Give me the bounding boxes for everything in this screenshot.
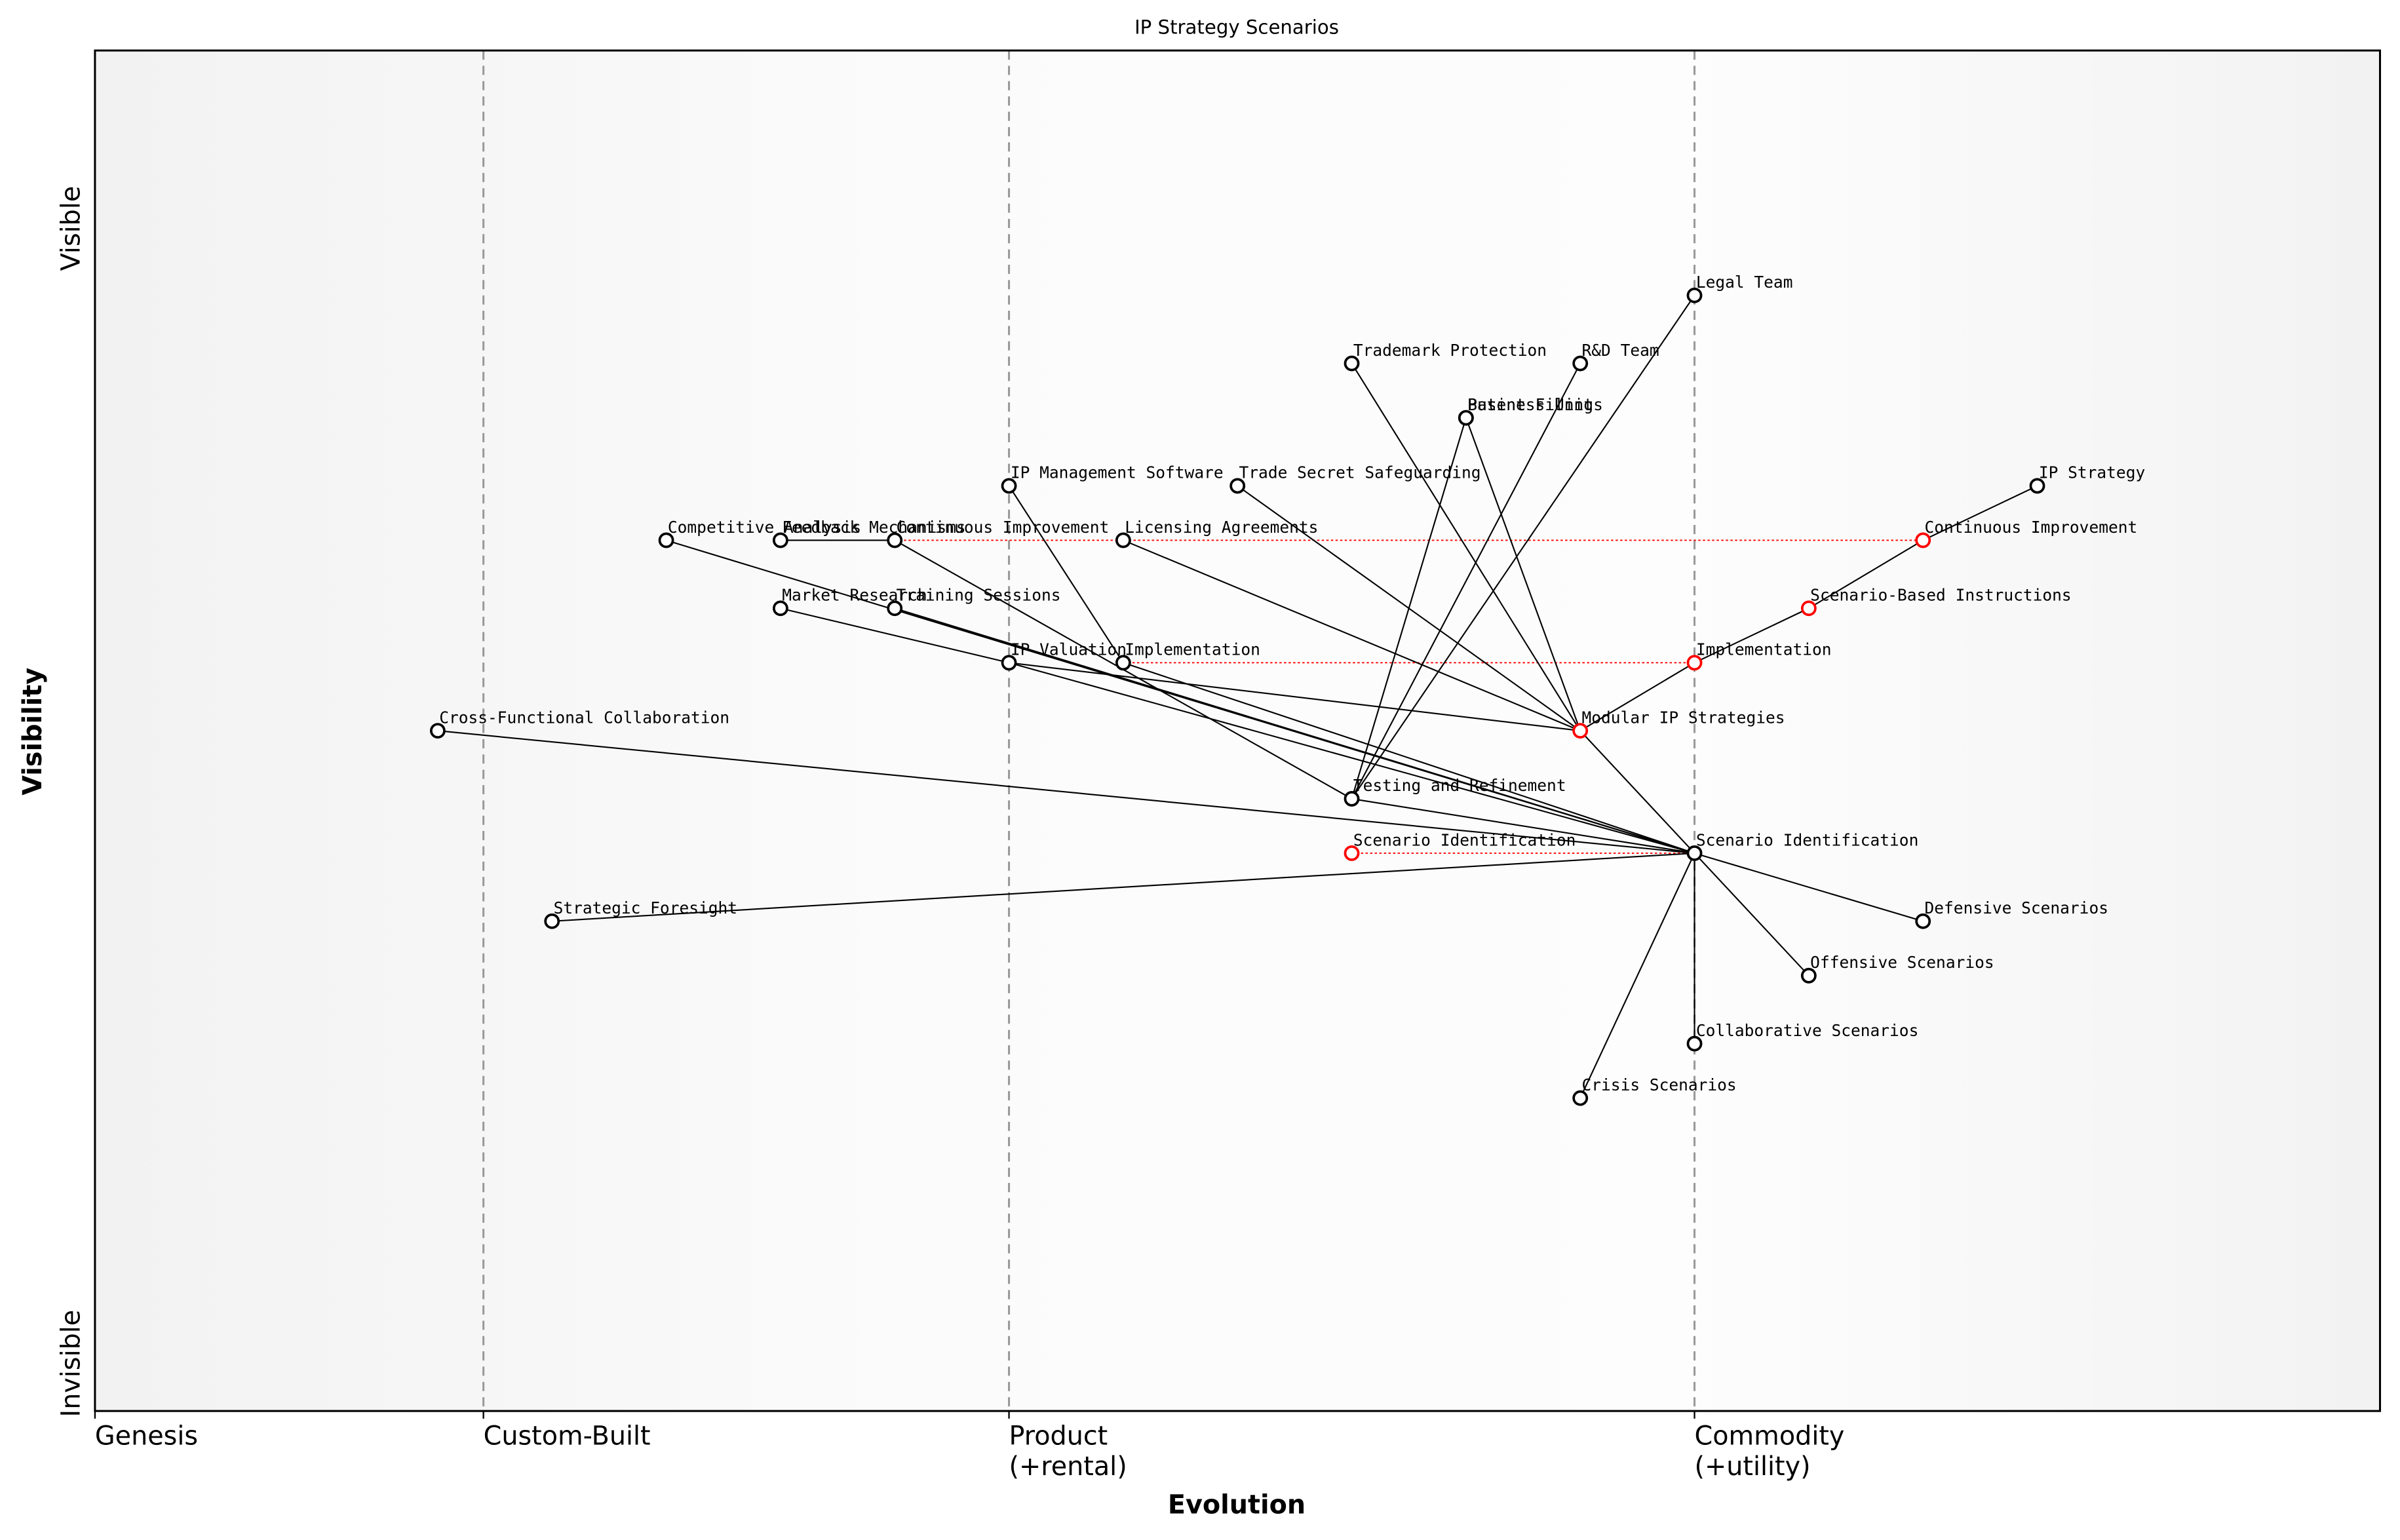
node-label: Modular IP Strategies — [1582, 708, 1785, 727]
node — [1001, 655, 1017, 671]
stage-label: Custom-Built — [484, 1421, 651, 1452]
plot-frame — [94, 49, 2382, 1412]
node-label: Testing and Refinement — [1353, 776, 1566, 795]
link — [1351, 363, 1581, 799]
link — [1808, 539, 1924, 609]
node-label: R&D Team — [1582, 341, 1659, 360]
node — [1344, 845, 1360, 861]
node-label: Strategic Foresight — [554, 898, 737, 917]
node-label: IP Management Software — [1011, 463, 1224, 482]
node — [1915, 532, 1931, 549]
node — [658, 532, 674, 549]
link — [1351, 363, 1581, 731]
link — [1579, 730, 1695, 854]
node-label: Training Sessions — [897, 586, 1061, 605]
node — [1344, 790, 1360, 807]
node-label: Licensing Agreements — [1125, 518, 1318, 537]
link — [1351, 798, 1695, 854]
link — [1922, 485, 2038, 541]
node-label: Continuous Improvement — [897, 518, 1110, 537]
node-label: Offensive Scenarios — [1810, 953, 1994, 972]
plot-background — [94, 50, 2380, 1412]
link — [1694, 852, 1924, 922]
link — [780, 607, 1009, 664]
node — [430, 723, 446, 739]
link — [894, 607, 1695, 854]
node-label: Legal Team — [1696, 273, 1793, 292]
y-top-label: Visible — [56, 186, 87, 271]
node — [1229, 478, 1246, 494]
node-label: IP Strategy — [2039, 463, 2145, 482]
node-label: Market Research — [782, 586, 927, 605]
node-label: Scenario Identification — [1696, 830, 1918, 849]
link — [1123, 662, 1695, 854]
node-label: Collaborative Scenarios — [1696, 1021, 1918, 1040]
node — [772, 532, 788, 549]
node — [1344, 355, 1360, 372]
node-label: Business Units — [1467, 395, 1603, 414]
node — [544, 913, 560, 929]
node-label: Patent Filing — [1467, 395, 1593, 414]
node — [1115, 532, 1131, 549]
link — [1351, 417, 1467, 799]
link — [1465, 417, 1581, 731]
stage-label: Commodity (+utility) — [1695, 1421, 1845, 1482]
link — [1123, 539, 1581, 732]
node — [887, 532, 903, 549]
y-axis-label: Visibility — [18, 668, 48, 796]
link — [1009, 662, 1695, 854]
y-bottom-label: Invisible — [56, 1310, 87, 1417]
stage-label: Product (+rental) — [1009, 1421, 1127, 1482]
node-label: Scenario Identification — [1353, 830, 1576, 849]
node-label: Defensive Scenarios — [1925, 898, 2108, 917]
link — [552, 852, 1695, 922]
title: IP Strategy Scenarios — [1134, 16, 1339, 38]
node — [1915, 913, 1931, 929]
node — [2029, 478, 2045, 494]
node — [1572, 723, 1589, 739]
node — [1458, 410, 1474, 426]
node-label: Trademark Protection — [1353, 341, 1547, 360]
node-label: Crisis Scenarios — [1582, 1075, 1737, 1094]
node — [1115, 655, 1131, 671]
node — [887, 600, 903, 617]
node-label: Implementation — [1125, 640, 1260, 659]
node-label: Feedback Mechanisms — [782, 518, 965, 537]
link — [1579, 662, 1695, 732]
link — [1008, 485, 1124, 663]
node — [772, 600, 788, 617]
node — [1800, 600, 1817, 617]
node — [1686, 287, 1703, 303]
node-label: Cross-Functional Collaboration — [439, 708, 729, 727]
node — [1572, 355, 1589, 372]
node — [1686, 845, 1703, 861]
node — [1800, 967, 1817, 984]
stage-label: Genesis — [95, 1421, 198, 1452]
node — [1686, 1035, 1703, 1052]
link — [437, 730, 1695, 854]
node-label: Implementation — [1696, 640, 1832, 659]
node — [1001, 478, 1017, 494]
x-axis-label: Evolution — [1168, 1490, 1306, 1520]
link — [1579, 853, 1695, 1099]
node-label: Scenario-Based Instructions — [1810, 586, 2072, 605]
node — [1572, 1090, 1589, 1106]
node — [1686, 655, 1703, 671]
node-label: IP Valuation — [1011, 640, 1127, 659]
node-label: Competitive Analysis — [668, 518, 861, 537]
link — [1694, 853, 1810, 976]
node-label: Trade Secret Safeguarding — [1239, 463, 1481, 482]
node-label: Continuous Improvement — [1925, 518, 2138, 537]
link — [1351, 295, 1695, 799]
link — [1694, 607, 1810, 664]
